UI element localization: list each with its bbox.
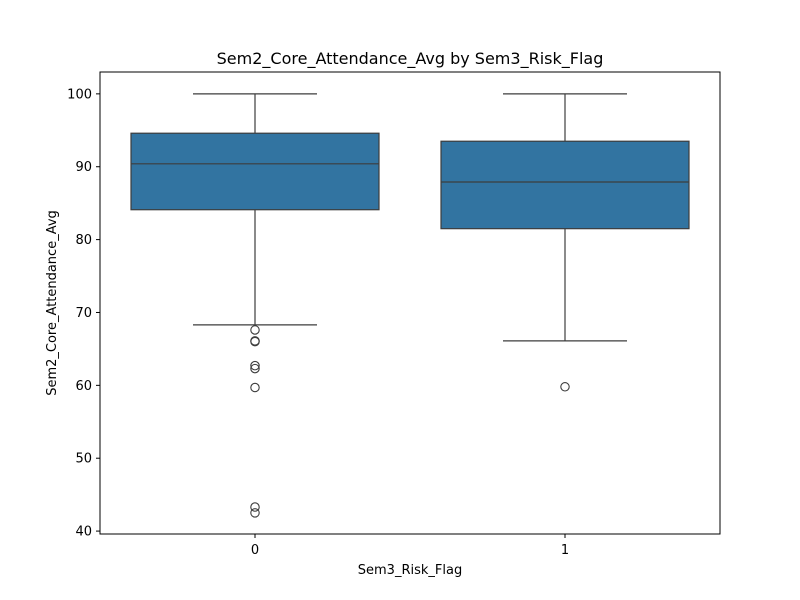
- outlier-point: [250, 360, 260, 371]
- x-axis-label: Sem3_Risk_Flag: [358, 563, 462, 578]
- x-tick-label: 0: [251, 543, 259, 558]
- outlier-point: [250, 336, 260, 347]
- x-tick-label: 1: [561, 543, 569, 558]
- box-group-1: [440, 93, 690, 392]
- y-tick-label: 90: [75, 160, 92, 175]
- y-tick-label: 60: [75, 379, 92, 394]
- y-axis-label: Sem2_Core_Attendance_Avg: [45, 210, 60, 396]
- outlier-point: [560, 382, 570, 392]
- outlier-point: [250, 325, 260, 335]
- y-tick-label: 80: [75, 233, 92, 248]
- outlier-point: [250, 382, 260, 393]
- y-tick-label: 40: [75, 525, 92, 540]
- box-iqr: [130, 132, 380, 211]
- y-tick-label: 50: [75, 452, 92, 467]
- y-tick-label: 70: [75, 306, 92, 321]
- plot-area: [130, 93, 690, 518]
- outlier-point: [250, 502, 260, 512]
- plot-frame: [99, 71, 721, 535]
- chart-title: Sem2_Core_Attendance_Avg by Sem3_Risk_Fl…: [217, 49, 604, 69]
- outlier-point: [250, 508, 260, 518]
- outlier-point: [250, 363, 260, 374]
- box-iqr: [440, 140, 690, 230]
- box-group-0: [130, 93, 380, 518]
- y-tick-label: 100: [67, 87, 92, 102]
- y-axis: 40 50 60 70 80 90 100: [67, 87, 100, 540]
